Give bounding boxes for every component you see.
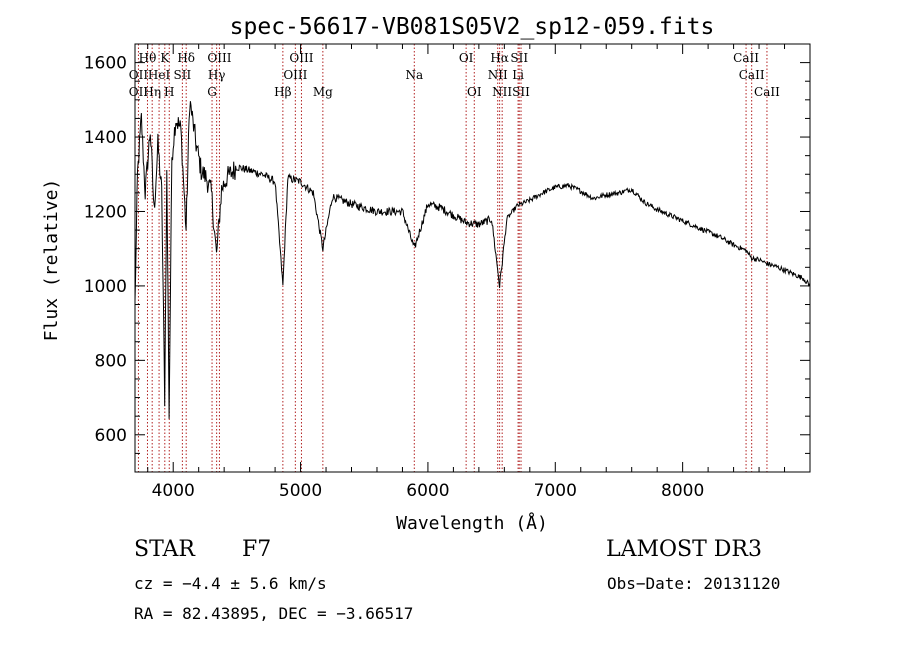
- y-tick-label: 1400: [84, 128, 127, 148]
- line-marker-label: OI: [467, 85, 482, 99]
- line-marker-label: NII: [488, 68, 508, 82]
- line-marker-label: OII: [129, 68, 149, 82]
- line-marker-label: H: [164, 85, 174, 99]
- line-marker-label: Hβ: [274, 85, 291, 99]
- line-marker-label: Hδ: [177, 51, 195, 65]
- obs-date: Obs−Date: 20131120: [607, 574, 781, 593]
- line-marker-label: HeI: [148, 68, 171, 82]
- line-marker-label: OIII: [289, 51, 313, 65]
- line-marker-label: Hα: [490, 51, 509, 65]
- line-marker-label: OII: [129, 85, 149, 99]
- y-tick-label: 800: [95, 351, 127, 371]
- line-marker-label: K: [160, 51, 170, 65]
- line-marker-label: Hη: [143, 85, 161, 99]
- x-tick-label: 5000: [279, 481, 322, 501]
- line-marker-label: CaII: [739, 68, 765, 82]
- coordinates-readout: RA = 82.43895, DEC = −3.66517: [134, 604, 414, 623]
- line-marker-label: SII: [510, 51, 528, 65]
- line-markers: [137, 44, 768, 472]
- spectrum-line: [134, 101, 811, 419]
- line-marker-label: Mg: [313, 85, 333, 99]
- chart-title: spec-56617-VB081S05V2_sp12-059.fits: [230, 14, 715, 40]
- y-tick-label: 1600: [84, 54, 127, 74]
- x-tick-label: 6000: [406, 481, 449, 501]
- line-marker-label: OI: [459, 51, 474, 65]
- line-marker-label: OIII: [207, 51, 231, 65]
- line-marker-label: Li: [512, 68, 524, 82]
- line-marker-label: CaII: [733, 51, 759, 65]
- y-axis-ticks: 600 800 1000 1200 1400 1600: [84, 43, 810, 473]
- line-marker-label: Hθ: [139, 51, 157, 65]
- x-axis-label: Wavelength (Å): [396, 512, 548, 534]
- x-axis-ticks: 4000 5000 6000 7000 8000: [147, 44, 811, 501]
- survey-release: LAMOST DR3: [606, 537, 762, 562]
- object-subclass: F7: [242, 537, 272, 562]
- line-marker-label: G: [207, 85, 217, 99]
- plot-frame: [134, 43, 811, 473]
- line-marker-label: SII: [174, 68, 192, 82]
- y-axis-label: Flux (relative): [41, 179, 62, 342]
- line-marker-label: NII: [492, 85, 512, 99]
- redshift-readout: cz = −4.4 ± 5.6 km/s: [134, 574, 327, 593]
- x-tick-label: 4000: [152, 481, 195, 501]
- line-marker-label: Na: [405, 68, 423, 82]
- line-marker-label: Hγ: [208, 68, 226, 82]
- y-tick-label: 600: [95, 426, 127, 446]
- y-tick-label: 1200: [84, 202, 127, 222]
- line-marker-label: SII: [512, 85, 530, 99]
- x-tick-label: 8000: [661, 481, 704, 501]
- x-tick-label: 7000: [534, 481, 577, 501]
- object-class: STAR: [134, 537, 195, 562]
- y-tick-label: 1000: [84, 277, 127, 297]
- line-marker-label: CaII: [754, 85, 780, 99]
- line-marker-label: OIII: [283, 68, 307, 82]
